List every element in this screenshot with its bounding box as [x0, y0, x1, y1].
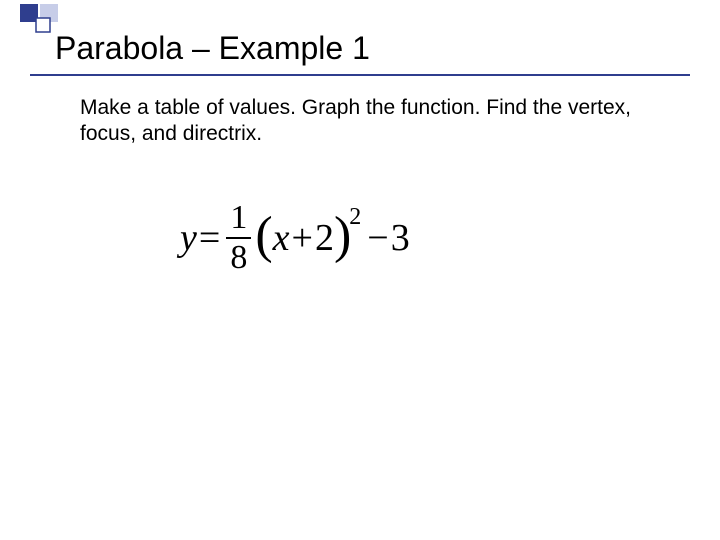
- eq-exponent: 2: [349, 204, 361, 231]
- eq-lparen: (: [255, 206, 272, 265]
- eq-tail-const: 3: [391, 216, 410, 260]
- eq-inner-op: +: [292, 216, 313, 260]
- eq-frac-den: 8: [226, 240, 251, 276]
- eq-inner-const: 2: [315, 216, 334, 260]
- instruction-text: Make a table of values. Graph the functi…: [80, 95, 655, 148]
- eq-frac-num: 1: [226, 200, 251, 236]
- slide-title: Parabola – Example 1: [55, 30, 370, 67]
- eq-fraction: 1 8: [226, 200, 251, 275]
- eq-equals: =: [199, 216, 220, 260]
- decor-square-outline: [36, 18, 50, 32]
- eq-tail-op: −: [367, 216, 388, 260]
- eq-lhs: y: [180, 216, 197, 260]
- title-underline: [30, 74, 690, 76]
- equation: y = 1 8 ( x + 2 ) 2 − 3: [180, 200, 410, 275]
- eq-inner-var: x: [273, 216, 290, 260]
